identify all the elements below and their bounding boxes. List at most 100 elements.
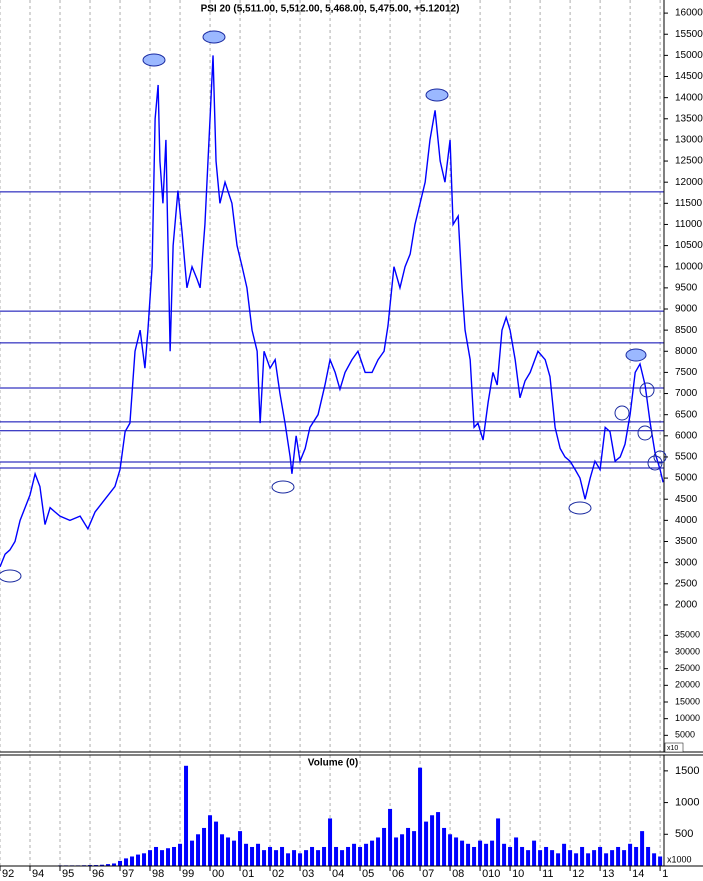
y-tick-label: 11000 (675, 219, 703, 230)
volume-bar (454, 837, 459, 866)
y-tick-label: 15500 (675, 29, 703, 40)
price-line (0, 55, 664, 568)
volume-bar (106, 864, 111, 866)
volume-bar (292, 850, 297, 866)
y-tick-label: 16000 (675, 8, 703, 19)
x-tick-label: 05 (362, 868, 374, 880)
volume-bar (610, 850, 615, 866)
x-tick-label: 06 (392, 868, 404, 880)
y2-tick-label: 10000 (675, 713, 700, 723)
volume-bar (262, 850, 267, 866)
bear-icon (625, 348, 647, 362)
volume-bar (244, 843, 249, 866)
y-tick-label: 2000 (675, 600, 698, 611)
bull-icon (0, 569, 22, 583)
x-tick-label: 010 (482, 868, 500, 880)
volume-bar (136, 854, 141, 866)
y-tick-label: 4000 (675, 515, 698, 526)
volume-bar (472, 846, 477, 866)
volume-bar (232, 840, 237, 866)
volume-bar (574, 853, 579, 866)
volume-bar (658, 856, 663, 866)
volume-bar (220, 834, 225, 866)
volume-bar (370, 840, 375, 866)
x-tick-label: 14 (632, 868, 644, 880)
volume-bar (274, 850, 279, 866)
volume-bar (628, 843, 633, 866)
volume-bar (280, 846, 285, 866)
volume-bar (112, 863, 117, 866)
volume-bar (184, 765, 189, 866)
y-tick-label: 7500 (675, 367, 698, 378)
volume-bar (124, 858, 129, 866)
x-tick-label: 04 (332, 868, 344, 880)
volume-bar (418, 767, 423, 866)
unit-box (664, 742, 684, 753)
volume-bar (142, 853, 147, 866)
bear-icon (425, 88, 449, 102)
x-tick-label: 11 (542, 868, 553, 880)
bear-icon (202, 30, 226, 44)
y-tick-label: 14500 (675, 71, 703, 82)
y-tick-label: 5000 (675, 473, 698, 484)
volume-bar (376, 837, 381, 866)
volume-bar (250, 846, 255, 866)
y2-tick-label: 15000 (675, 696, 700, 706)
volume-bar (592, 850, 597, 866)
volume-bar (598, 846, 603, 866)
volume-bar (634, 846, 639, 866)
y-tick-label: 14000 (675, 92, 703, 103)
volume-bar (328, 818, 333, 866)
volume-bar (172, 846, 177, 866)
volume-bar (388, 808, 393, 866)
x-tick-label: 99 (182, 868, 194, 880)
y-tick-label: 500 (675, 828, 693, 840)
volume-bar (508, 846, 513, 866)
volume-bar (190, 840, 195, 866)
volume-bar (286, 853, 291, 866)
x-tick-label: 92 (2, 868, 14, 880)
x-tick-label: 1 (662, 868, 668, 880)
volume-bar (364, 843, 369, 866)
y2-tick-label: 20000 (675, 680, 700, 690)
y-tick-label: 9500 (675, 283, 698, 294)
volume-bar (196, 834, 201, 866)
volume-bar (466, 843, 471, 866)
volume-bar (412, 831, 417, 866)
volume-bar (544, 846, 549, 866)
volume-bar (352, 843, 357, 866)
signal-circle (614, 405, 630, 421)
volume-bar (490, 840, 495, 866)
y-tick-label: 3500 (675, 536, 698, 547)
volume-bar (118, 860, 123, 866)
volume-bar (238, 831, 243, 866)
volume-bar (322, 846, 327, 866)
volume-bar (532, 840, 537, 866)
volume-bar (646, 846, 651, 866)
x-tick-label: 12 (572, 868, 584, 880)
volume-bar (484, 843, 489, 866)
volume-bar (316, 850, 321, 866)
volume-bar (586, 853, 591, 866)
volume-bar (148, 850, 153, 866)
volume-bar (178, 843, 183, 866)
marks-layer (0, 55, 664, 866)
y-tick-label: 5500 (675, 452, 698, 463)
x-tick-label: 08 (452, 868, 464, 880)
volume-bar (616, 846, 621, 866)
y2-tick-label: 25000 (675, 663, 700, 673)
y-tick-label: 15000 (675, 50, 703, 61)
x-tick-label: 03 (302, 868, 314, 880)
volume-unit-label: x1000 (667, 854, 692, 864)
y-tick-label: 13000 (675, 135, 703, 146)
y-tick-label: 11500 (675, 198, 703, 209)
x-tick-label: 95 (62, 868, 74, 880)
chart-title: PSI 20 (5,511.00, 5,512.00, 5,468.00, 5,… (201, 4, 460, 15)
volume-bar (448, 834, 453, 866)
y-unit-label: x10 (667, 745, 678, 752)
volume-bar (334, 846, 339, 866)
y-tick-label: 10500 (675, 240, 703, 251)
volume-bar (640, 831, 645, 866)
volume-bar (622, 850, 627, 866)
